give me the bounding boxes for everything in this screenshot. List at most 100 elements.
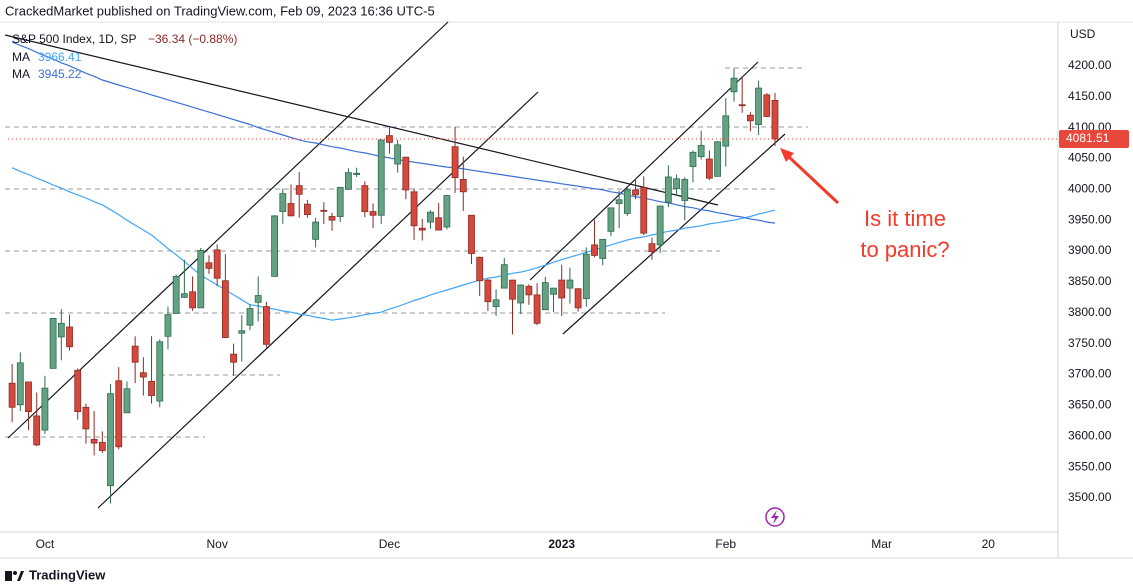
y-tick-label: 4000.00: [1068, 181, 1112, 195]
candle-body: [443, 195, 451, 228]
legend-ma-value: 3966.41: [38, 50, 82, 64]
candle-body: [328, 216, 336, 221]
candle-body: [262, 306, 270, 345]
horizontal-drawings: [5, 67, 808, 438]
y-tick-label: 4050.00: [1068, 151, 1112, 165]
candle-body: [566, 279, 574, 289]
y-tick-label: 3700.00: [1068, 367, 1112, 381]
legend-symbol: S&P 500 Index, 1D, SP: [12, 32, 137, 46]
footer-logo: [5, 571, 24, 581]
candle-body: [607, 207, 615, 232]
candle-body: [533, 294, 541, 324]
legend: S&P 500 Index, 1D, SP −36.34 (−0.88%) MA…: [12, 32, 237, 81]
candle-body: [722, 115, 730, 147]
candle-body: [8, 382, 16, 408]
candle-body: [57, 322, 65, 338]
annotation-arrow: [780, 148, 840, 205]
candle-body: [656, 205, 664, 246]
candle-body: [353, 172, 361, 175]
candle-body: [681, 179, 689, 201]
candle-body: [410, 191, 418, 227]
candle-body: [730, 77, 738, 93]
candle-body: [459, 179, 467, 193]
annotation: Is it time to panic?: [860, 206, 950, 262]
candle-body: [763, 94, 771, 117]
y-tick-label: 3500.00: [1068, 490, 1112, 504]
candle-body: [180, 293, 188, 298]
candle-body: [254, 295, 262, 303]
candle-body: [525, 285, 533, 296]
candle-body: [156, 341, 164, 402]
candle-body: [115, 380, 123, 448]
candle-body: [697, 145, 705, 158]
candle-body: [25, 381, 32, 413]
candle-body: [230, 353, 237, 363]
candle-body: [492, 299, 500, 308]
x-tick-label: Mar: [871, 537, 892, 551]
candle-body: [82, 406, 90, 430]
candle-body: [213, 249, 221, 279]
candle-body: [418, 227, 426, 231]
candle-body: [49, 317, 57, 369]
candle-body: [123, 388, 131, 414]
candle-body: [427, 211, 434, 223]
candle-body: [107, 393, 114, 487]
y-tick-label: 3900.00: [1068, 243, 1112, 257]
y-tick-label: 3800.00: [1068, 305, 1112, 319]
y-tick-label: 3950.00: [1068, 212, 1112, 226]
candle-body: [582, 253, 590, 300]
candle-body: [33, 415, 41, 446]
candle-body: [451, 146, 459, 178]
y-tick-label: 3600.00: [1068, 428, 1112, 442]
candle-body: [246, 308, 254, 326]
y-tick-label: 3550.00: [1068, 459, 1112, 473]
y-tick-label: 4150.00: [1068, 89, 1112, 103]
candle-body: [591, 244, 598, 256]
candle-body: [484, 279, 492, 303]
y-tick-label: 3750.00: [1068, 336, 1112, 350]
candle-body: [131, 345, 139, 363]
candle-body: [746, 114, 754, 122]
x-tick-label: Dec: [379, 537, 400, 551]
trend-lines: [4, 21, 786, 509]
candle-body: [394, 144, 402, 165]
publisher-header: CrackedMarket published on TradingView.c…: [5, 3, 435, 18]
legend-ma-value: 3945.22: [38, 67, 82, 81]
candle-body: [16, 362, 24, 406]
candle-body: [369, 211, 377, 216]
legend-ma: MA: [12, 67, 30, 81]
candle-body: [320, 209, 328, 212]
candle-body: [771, 100, 779, 140]
candle-body: [574, 288, 582, 309]
candle-body: [500, 264, 508, 289]
candle-body: [312, 221, 320, 240]
candle-body: [139, 372, 147, 378]
x-tick-label: 20: [982, 537, 996, 551]
candle-body: [361, 185, 369, 212]
candle-body: [476, 256, 484, 282]
plot-area: [8, 41, 1058, 504]
y-tick-label: 3650.00: [1068, 398, 1112, 412]
candle-body: [468, 214, 475, 254]
footer-brand: TradingView: [29, 567, 106, 582]
candle-body: [336, 187, 344, 217]
candle-body: [402, 156, 410, 191]
candle-body: [295, 185, 303, 195]
moving-average-line: [11, 167, 776, 321]
x-tick-label: Nov: [207, 537, 228, 551]
candle-body: [550, 287, 557, 295]
x-tick-label: 2023: [548, 537, 575, 551]
x-tick-label: Feb: [715, 537, 736, 551]
candle-body: [615, 199, 623, 204]
candle-body: [640, 187, 648, 234]
candle-body: [98, 442, 106, 451]
candle-body: [238, 330, 246, 334]
candle-body: [705, 158, 713, 179]
candle-body: [755, 87, 762, 125]
last-price-label: 4081.51: [1066, 131, 1110, 145]
candle-body: [673, 178, 680, 190]
candle-body: [386, 135, 393, 143]
last-price-box: [1059, 129, 1129, 148]
candle-body: [509, 279, 516, 300]
